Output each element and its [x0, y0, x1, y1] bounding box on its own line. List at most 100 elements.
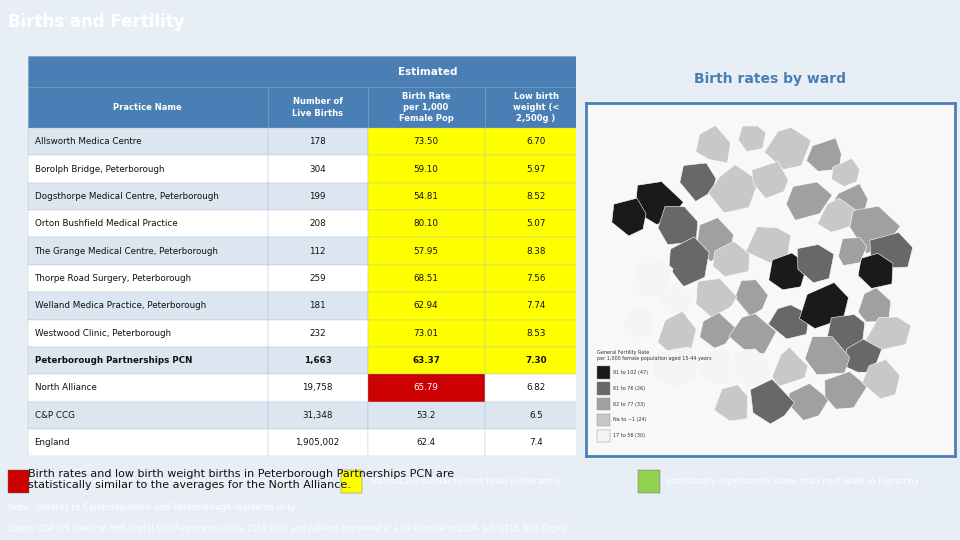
Polygon shape: [746, 227, 791, 263]
Text: C&P CCG: C&P CCG: [35, 411, 74, 420]
Polygon shape: [786, 182, 832, 220]
FancyBboxPatch shape: [485, 402, 588, 429]
Text: 19,758: 19,758: [302, 383, 333, 393]
Text: Allsworth Medica Centre: Allsworth Medica Centre: [35, 137, 141, 146]
Text: The Grange Medical Centre, Peterborough: The Grange Medical Centre, Peterborough: [35, 247, 219, 255]
Bar: [597, 366, 610, 379]
FancyBboxPatch shape: [268, 156, 368, 183]
Bar: [597, 382, 610, 395]
Polygon shape: [769, 253, 807, 290]
Bar: [597, 398, 610, 410]
Text: 8.53: 8.53: [526, 329, 546, 338]
FancyBboxPatch shape: [485, 156, 588, 183]
Text: statistically similar to next level in hierarchy: statistically similar to next level in h…: [370, 477, 561, 486]
Text: 7.30: 7.30: [525, 356, 547, 365]
FancyBboxPatch shape: [268, 183, 368, 210]
Text: 68.51: 68.51: [414, 274, 439, 283]
Text: 73.50: 73.50: [414, 137, 439, 146]
Text: 8.38: 8.38: [526, 247, 546, 255]
FancyBboxPatch shape: [28, 210, 268, 238]
Polygon shape: [632, 254, 673, 299]
Text: Dogsthorpe Medical Centre, Peterborough: Dogsthorpe Medical Centre, Peterborough: [35, 192, 218, 201]
Text: 5.07: 5.07: [526, 219, 546, 228]
Polygon shape: [830, 184, 868, 220]
Text: 80.10: 80.10: [414, 219, 439, 228]
FancyBboxPatch shape: [28, 374, 268, 402]
Polygon shape: [865, 317, 911, 350]
Polygon shape: [612, 198, 646, 236]
Text: Estimated: Estimated: [397, 66, 457, 77]
Bar: [597, 414, 610, 426]
Text: 6.70: 6.70: [526, 137, 545, 146]
Polygon shape: [806, 138, 841, 171]
Polygon shape: [621, 305, 656, 340]
Text: 1,663: 1,663: [303, 356, 331, 365]
FancyBboxPatch shape: [268, 347, 368, 374]
Polygon shape: [752, 161, 788, 198]
Text: Peterborough Partnerships PCN: Peterborough Partnerships PCN: [35, 356, 192, 365]
Text: Number of
Live Births: Number of Live Births: [292, 97, 343, 118]
Polygon shape: [658, 311, 696, 356]
FancyBboxPatch shape: [28, 347, 268, 374]
FancyBboxPatch shape: [268, 87, 368, 128]
FancyBboxPatch shape: [268, 429, 368, 456]
Text: 5.97: 5.97: [526, 165, 545, 173]
Polygon shape: [696, 349, 736, 385]
Text: 7.56: 7.56: [526, 274, 545, 283]
Text: Westwood Clinic, Peterborough: Westwood Clinic, Peterborough: [35, 329, 171, 338]
Text: 7.74: 7.74: [526, 301, 545, 310]
FancyBboxPatch shape: [368, 156, 485, 183]
Text: 63.37: 63.37: [412, 356, 440, 365]
Text: Thorpe Road Surgery, Peterborough: Thorpe Road Surgery, Peterborough: [35, 274, 192, 283]
FancyBboxPatch shape: [368, 402, 485, 429]
Text: 259: 259: [309, 274, 325, 283]
FancyBboxPatch shape: [28, 320, 268, 347]
Polygon shape: [804, 336, 850, 375]
Text: 65.79: 65.79: [414, 383, 439, 393]
Polygon shape: [858, 288, 891, 322]
Text: England: England: [35, 438, 70, 447]
FancyBboxPatch shape: [341, 470, 362, 493]
Text: Source: C&P PHI based on NHS Digital Civil Registration Data, 2014-2016 and pati: Source: C&P PHI based on NHS Digital Civ…: [8, 524, 567, 533]
FancyBboxPatch shape: [268, 402, 368, 429]
Text: 208: 208: [309, 219, 325, 228]
Text: Orton Bushfield Medical Practice: Orton Bushfield Medical Practice: [35, 219, 178, 228]
FancyBboxPatch shape: [485, 320, 588, 347]
Polygon shape: [772, 347, 807, 387]
FancyBboxPatch shape: [28, 429, 268, 456]
Text: 7.4: 7.4: [529, 438, 543, 447]
Polygon shape: [696, 279, 737, 318]
FancyBboxPatch shape: [368, 210, 485, 238]
Text: 232: 232: [309, 329, 325, 338]
Polygon shape: [729, 349, 771, 388]
Text: 304: 304: [309, 165, 325, 173]
FancyBboxPatch shape: [268, 238, 368, 265]
Polygon shape: [789, 383, 828, 421]
Polygon shape: [858, 253, 893, 288]
Polygon shape: [764, 127, 811, 170]
Text: 57.95: 57.95: [414, 247, 439, 255]
Polygon shape: [680, 163, 716, 201]
Text: 62.4: 62.4: [417, 438, 436, 447]
FancyBboxPatch shape: [485, 265, 588, 292]
Text: Welland Medica Practice, Peterborough: Welland Medica Practice, Peterborough: [35, 301, 205, 310]
Polygon shape: [697, 218, 733, 261]
FancyBboxPatch shape: [485, 210, 588, 238]
Text: statistically significantly lower than next level in hierarchy: statistically significantly lower than n…: [667, 477, 919, 486]
Text: Birth rates and low birth weight births in Peterborough Partnerships PCN are
sta: Birth rates and low birth weight births …: [28, 469, 454, 490]
FancyBboxPatch shape: [368, 374, 485, 402]
Polygon shape: [843, 339, 881, 373]
Text: Births and Fertility: Births and Fertility: [8, 14, 184, 31]
Bar: [597, 430, 610, 442]
FancyBboxPatch shape: [368, 320, 485, 347]
Polygon shape: [800, 282, 849, 329]
FancyBboxPatch shape: [28, 156, 268, 183]
FancyBboxPatch shape: [28, 402, 268, 429]
Polygon shape: [652, 347, 703, 388]
FancyBboxPatch shape: [268, 128, 368, 156]
Text: Birth rates by ward: Birth rates by ward: [694, 72, 847, 86]
FancyBboxPatch shape: [485, 374, 588, 402]
FancyBboxPatch shape: [485, 292, 588, 320]
FancyBboxPatch shape: [368, 292, 485, 320]
Polygon shape: [708, 165, 759, 213]
